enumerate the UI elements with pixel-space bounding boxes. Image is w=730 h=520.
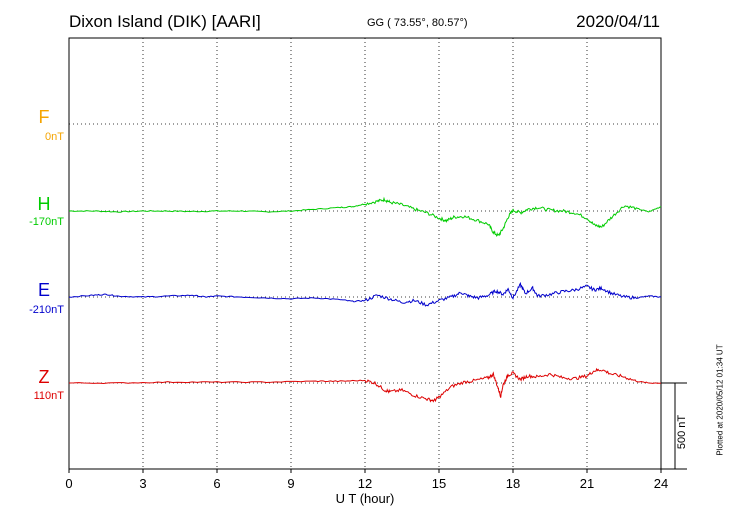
- x-tick-label: 15: [431, 476, 447, 491]
- x-tick-label: 0: [65, 476, 73, 491]
- date-label: 2020/04/11: [576, 12, 660, 31]
- x-tick-label: 24: [653, 476, 669, 491]
- plotted-timestamp: Plotted at 2020/05/12 01:34 UT: [715, 344, 725, 456]
- coordinates-label: GG ( 73.55°, 80.57°): [367, 17, 468, 29]
- component-h-baseline: -170nT: [29, 216, 64, 228]
- x-tick-label: 3: [139, 476, 147, 491]
- component-e-label: E: [37, 280, 50, 300]
- x-tick-label: 9: [287, 476, 295, 491]
- scale-bar-label: 500 nT: [676, 414, 688, 450]
- x-tick-label: 12: [357, 476, 373, 491]
- x-tick-label: 6: [213, 476, 221, 491]
- x-axis-label: U T (hour): [335, 491, 395, 506]
- component-z-baseline: 110nT: [33, 390, 64, 402]
- component-h-label: H: [37, 194, 51, 214]
- component-e-baseline: -210nT: [29, 304, 64, 316]
- component-z-label: Z: [38, 367, 50, 387]
- x-tick-label: 18: [505, 476, 521, 491]
- series-line-z: [68, 367, 662, 403]
- component-f-label: F: [38, 107, 50, 127]
- x-tick-label: 21: [579, 476, 595, 491]
- series-line-e: [68, 281, 662, 307]
- station-title: Dixon Island (DIK) [AARI]: [69, 12, 261, 31]
- series-line-h: [68, 196, 662, 238]
- component-f-baseline: 0nT: [45, 131, 64, 143]
